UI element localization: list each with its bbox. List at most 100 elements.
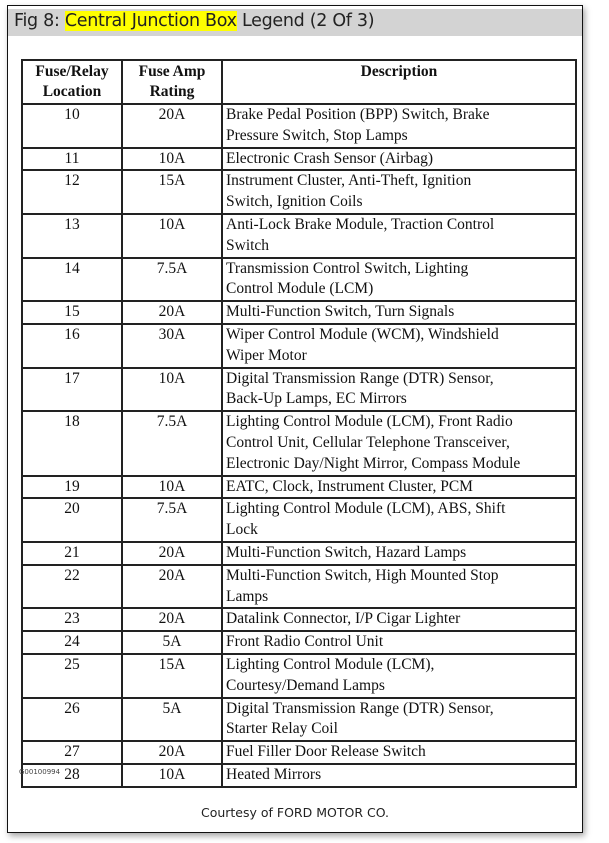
- fuse-location: 17: [21, 366, 123, 413]
- fuse-amp-rating: 15A: [121, 652, 223, 699]
- description-line: Transmission Control Switch, Lighting: [226, 259, 469, 277]
- table-row: 12 15A Instrument Cluster, Anti-Theft, Ign…: [21, 169, 577, 215]
- fuse-amp-rating: 5A: [121, 696, 223, 743]
- figure-frame: Fig 8: Central Junction Box Legend (2 Of…: [7, 5, 583, 833]
- description-line: Electronic Crash Sensor (Airbag): [226, 149, 434, 167]
- title-bar: Fig 8: Central Junction Box Legend (2 Of…: [8, 9, 582, 36]
- fuse-description: Lighting Control Module (LCM), Front Rad…: [221, 410, 577, 477]
- fuse-description: Datalink Connector, I/P Cigar Lighter: [221, 607, 577, 633]
- fuse-amp-rating: 20A: [121, 540, 223, 566]
- description-line: Anti-Lock Brake Module, Traction Control: [226, 215, 495, 233]
- title-prefix: Fig 8:: [14, 11, 65, 31]
- description-line: Heated Mirrors: [226, 765, 322, 783]
- fuse-amp-rating: 10A: [121, 146, 223, 172]
- table-row: 21 20A Multi-Function Switch, Hazard Lamps: [21, 540, 577, 566]
- column-header: Fuse Amp Rating: [121, 59, 223, 105]
- fuse-description: Electronic Crash Sensor (Airbag): [221, 146, 577, 172]
- table-row: 16 30A Wiper Control Module (WCM), Windshi…: [21, 322, 577, 369]
- fuse-amp-rating: 20A: [121, 103, 223, 149]
- fuse-location: 24: [21, 630, 123, 655]
- fuse-description: Lighting Control Module (LCM), Courtesy/D…: [221, 652, 577, 699]
- fuse-amp-rating: 10A: [121, 366, 223, 413]
- fuse-location: 15: [21, 300, 123, 325]
- fuse-location: 11: [21, 146, 123, 172]
- fuse-description: Instrument Cluster, Anti-Theft, Ignition…: [221, 169, 577, 215]
- description-line: Datalink Connector, I/P Cigar Lighter: [226, 610, 461, 628]
- fuse-description: Multi-Function Switch, Hazard Lamps: [221, 540, 577, 566]
- title-suffix: Legend (2 Of 3): [236, 11, 375, 31]
- fuse-amp-rating: 20A: [121, 607, 223, 633]
- description-line: Digital Transmission Range (DTR) Sensor,: [226, 699, 494, 717]
- fuse-location: 16: [21, 322, 123, 369]
- description-line: Lighting Control Module (LCM),: [226, 655, 435, 673]
- fuse-description: Multi-Function Switch, High Mounted Stop…: [221, 563, 577, 610]
- fuse-description: EATC, Clock, Instrument Cluster, PCM: [221, 474, 577, 500]
- fuse-amp-rating: 10A: [121, 762, 223, 788]
- table-row: 14 7.5A Transmission Control Switch, Light…: [21, 256, 577, 303]
- fuse-amp-rating: 15A: [121, 169, 223, 215]
- fuse-location: 20: [21, 497, 123, 543]
- fuse-amp-rating: 30A: [121, 322, 223, 369]
- fuse-amp-rating: 10A: [121, 474, 223, 500]
- column-header: Fuse/Relay Location: [21, 59, 123, 105]
- description-line: Instrument Cluster, Anti-Theft, Ignition: [226, 172, 472, 190]
- table-row: 20 7.5A Lighting Control Module (LCM), ABS…: [21, 497, 577, 543]
- table-row: 15 20A Multi-Function Switch, Turn Signals: [21, 300, 577, 325]
- header-line: Description: [360, 63, 438, 80]
- description-line: Multi-Function Switch, High Mounted Stop: [226, 566, 499, 584]
- description-line: Starter Relay Coil: [226, 720, 338, 738]
- description-line: Switch: [226, 236, 270, 254]
- header-line: Rating: [149, 83, 195, 100]
- description-line: Lighting Control Module (LCM), ABS, Shif…: [226, 500, 506, 518]
- description-line: Electronic Day/Night Mirror, Compass Mod…: [226, 454, 521, 472]
- fuse-amp-rating: 7.5A: [121, 410, 223, 477]
- fuse-legend-table: Fuse/Relay Location Fuse Amp Rating Descript…: [21, 59, 577, 788]
- courtesy-note: Courtesy of FORD MOTOR CO.: [200, 805, 390, 820]
- description-line: Pressure Switch, Stop Lamps: [226, 126, 408, 144]
- description-line: Control Unit, Cellular Telephone Transce…: [226, 433, 510, 451]
- fuse-location: 19: [21, 474, 123, 500]
- fuse-amp-rating: 10A: [121, 212, 223, 259]
- fuse-amp-rating: 7.5A: [121, 256, 223, 303]
- fuse-description: Multi-Function Switch, Turn Signals: [221, 300, 577, 325]
- description-line: Wiper Control Module (WCM), Windshield: [226, 325, 499, 343]
- fuse-location: 28: [21, 762, 123, 788]
- table-row: 10 20A Brake Pedal Position (BPP) Switch, …: [21, 103, 577, 149]
- fuse-description: Digital Transmission Range (DTR) Sensor,…: [221, 696, 577, 743]
- table-row: 11 10A Electronic Crash Sensor (Airbag): [21, 146, 577, 172]
- description-line: Digital Transmission Range (DTR) Sensor,: [226, 369, 494, 387]
- fuse-location: 12: [21, 169, 123, 215]
- description-line: Lamps: [226, 587, 269, 605]
- fuse-location: 18: [21, 410, 123, 477]
- fuse-amp-rating: 20A: [121, 740, 223, 765]
- fuse-location: 22: [21, 563, 123, 610]
- header-line: Fuse/Relay: [35, 63, 109, 80]
- table-row: 24 5A Front Radio Control Unit: [21, 630, 577, 655]
- description-line: Switch, Ignition Coils: [226, 193, 363, 211]
- header-line: Fuse Amp: [138, 63, 206, 80]
- table-row: 27 20A Fuel Filler Door Release Switch: [21, 740, 577, 765]
- fuse-description: Transmission Control Switch, Lighting Con…: [221, 256, 577, 303]
- fuse-location: 21: [21, 540, 123, 566]
- figure-title: Fig 8: Central Junction Box Legend (2 Of…: [14, 11, 375, 31]
- fuse-description: Digital Transmission Range (DTR) Sensor,…: [221, 366, 577, 413]
- table-row: 22 20A Multi-Function Switch, High Mounted…: [21, 563, 577, 610]
- fuse-description: Wiper Control Module (WCM), Windshield Wi…: [221, 322, 577, 369]
- description-line: Multi-Function Switch, Hazard Lamps: [226, 543, 467, 561]
- table-row: 28 10A Heated Mirrors: [21, 762, 577, 788]
- description-line: Brake Pedal Position (BPP) Switch, Brake: [226, 106, 490, 123]
- description-line: Wiper Motor: [226, 346, 307, 364]
- description-line: Multi-Function Switch, Turn Signals: [226, 303, 455, 321]
- fuse-description: Front Radio Control Unit: [221, 630, 577, 655]
- fuse-amp-rating: 20A: [121, 563, 223, 610]
- column-header: Description: [221, 59, 577, 105]
- fuse-location: 13: [21, 212, 123, 259]
- table-row: 18 7.5A Lighting Control Module (LCM), Fro…: [21, 410, 577, 477]
- table-row: 25 15A Lighting Control Module (LCM), Court…: [21, 652, 577, 699]
- fuse-amp-rating: 20A: [121, 300, 223, 325]
- description-line: Courtesy/Demand Lamps: [226, 676, 385, 694]
- fuse-location: 26: [21, 696, 123, 743]
- table-row: 17 10A Digital Transmission Range (DTR) Se…: [21, 366, 577, 413]
- description-line: Back-Up Lamps, EC Mirrors: [226, 390, 407, 408]
- fuse-amp-rating: 5A: [121, 630, 223, 655]
